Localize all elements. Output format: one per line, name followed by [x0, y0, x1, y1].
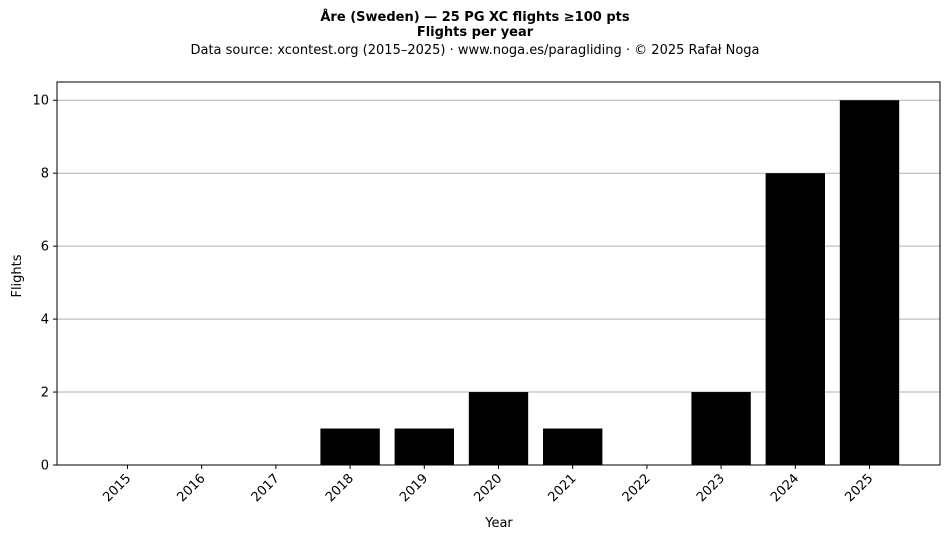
- y-tick-label: 10: [32, 94, 49, 109]
- y-axis-label: Flights: [10, 254, 25, 297]
- y-tick-label: 8: [41, 167, 49, 182]
- chart-subtitle: Flights per year: [416, 25, 534, 40]
- y-axis: 0 2 4 6 8 10: [32, 94, 57, 474]
- x-tick-label: 2025: [842, 471, 876, 505]
- bar-2018: [320, 428, 380, 465]
- bar-2024: [765, 173, 825, 465]
- bar-2025: [839, 100, 900, 465]
- x-tick-label: 2020: [471, 471, 505, 505]
- x-tick-label: 2024: [768, 471, 802, 505]
- bar-2019: [394, 428, 454, 465]
- y-tick-label: 0: [41, 459, 49, 474]
- x-axis: 2015 2016 2017 2018 2019 2020 2021 2022 2023 2024…: [100, 465, 876, 505]
- x-tick-label: 2015: [100, 471, 134, 505]
- bars: [320, 100, 900, 465]
- bar-2023: [691, 392, 751, 465]
- x-tick-label: 2016: [175, 471, 209, 505]
- chart-title: Åre (Sweden) — 25 PG XC flights ≥100 pts: [320, 10, 630, 25]
- bar-2021: [543, 428, 603, 465]
- x-tick-label: 2021: [546, 471, 580, 505]
- x-tick-label: 2023: [694, 471, 728, 505]
- x-axis-label: Year: [484, 516, 513, 531]
- y-tick-label: 6: [41, 240, 49, 255]
- x-tick-label: 2022: [620, 471, 654, 505]
- chart-source-note: Data source: xcontest.org (2015–2025) · …: [190, 43, 760, 58]
- x-tick-label: 2019: [397, 471, 431, 505]
- y-tick-label: 4: [41, 313, 49, 328]
- bar-2020: [468, 392, 529, 465]
- y-tick-label: 2: [41, 386, 49, 401]
- x-tick-label: 2018: [323, 471, 357, 505]
- x-tick-label: 2017: [249, 471, 283, 505]
